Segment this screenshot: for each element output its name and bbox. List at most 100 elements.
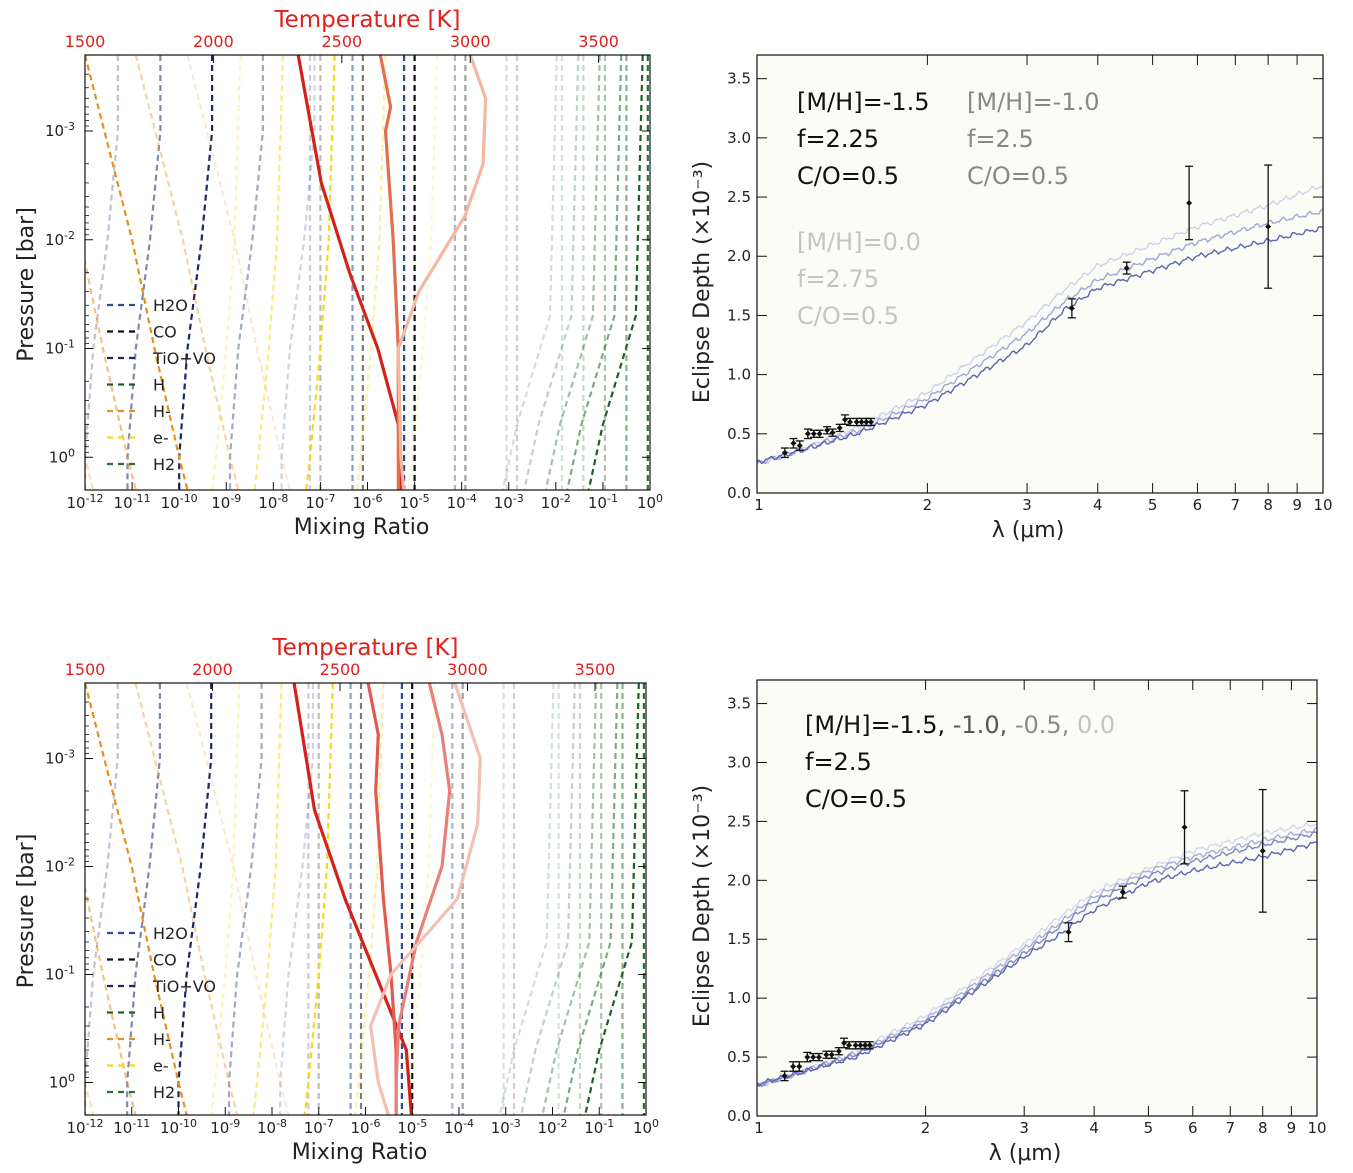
annotation-text: f=2.75: [797, 265, 879, 293]
tick-exponent: -5: [419, 492, 430, 505]
species-line-H: [585, 683, 639, 1115]
top-tick-label: 2500: [320, 660, 361, 679]
tick-base: 10: [113, 1119, 132, 1137]
x-tick-label: 10-7: [304, 1117, 334, 1137]
species-line-TiO+VO: [230, 55, 263, 490]
tick-base: 10: [114, 494, 133, 512]
species-line-H: [524, 55, 578, 490]
tick-exponent: -6: [370, 1117, 381, 1130]
tick-exponent: -8: [277, 492, 288, 505]
species-line-H: [521, 683, 575, 1115]
y-tick-label: 1.5: [727, 306, 751, 324]
y-axis-label: Pressure [bar]: [14, 207, 39, 362]
x-tick-label: 5: [1144, 1119, 1154, 1137]
species-line-TiO+VO: [128, 55, 161, 490]
tick-base: 10: [160, 1119, 179, 1137]
x-tick-label: 2: [921, 1119, 931, 1137]
legend-label: H: [153, 376, 165, 395]
y-tick-label: 2.0: [727, 871, 751, 889]
tick-exponent: -1: [64, 963, 75, 976]
x-tick-label: 3: [1022, 496, 1032, 514]
y-tick-label: 10-3: [45, 747, 75, 767]
tick-base: 10: [161, 494, 180, 512]
tick-exponent: 0: [652, 1117, 659, 1130]
top-tick-label: 3500: [575, 660, 616, 679]
x-tick-label: 1: [754, 496, 764, 514]
y-tick-label: 3.5: [727, 70, 751, 88]
tick-exponent: -7: [323, 1117, 334, 1130]
x-tick-label: 10: [1307, 1119, 1326, 1137]
species-line-H: [564, 683, 618, 1115]
legend-label: CO: [153, 951, 177, 970]
tick-base: 10: [45, 965, 64, 983]
tick-exponent: -10: [180, 492, 198, 505]
y-tick-label: 1.0: [727, 366, 751, 384]
x-tick-label: 10-8: [257, 1117, 287, 1137]
y-tick-label: 10-2: [45, 229, 75, 249]
x-tick-label: 10-11: [113, 1117, 150, 1137]
tick-exponent: -2: [64, 229, 75, 242]
tick-base: 10: [45, 340, 64, 358]
tick-exponent: -1: [64, 338, 75, 351]
legend-label: H-: [153, 1030, 171, 1049]
species-line-TiO+VO: [179, 683, 212, 1115]
x-tick-label: 4: [1093, 496, 1103, 514]
top-tick-label: 3500: [578, 32, 619, 51]
tick-exponent: -12: [86, 492, 104, 505]
annotation-text: f=2.25: [797, 125, 879, 153]
x-tick-label: 10-4: [444, 1117, 474, 1137]
y-tick-label: 0.0: [727, 484, 751, 502]
tick-exponent: -3: [513, 492, 524, 505]
tick-exponent: -4: [466, 492, 477, 505]
tick-base: 10: [49, 1073, 68, 1091]
species-line-H: [589, 55, 643, 490]
y-tick-label: 2.0: [727, 247, 751, 265]
tick-base: 10: [397, 1119, 416, 1137]
tick-exponent: -2: [557, 1117, 568, 1130]
temperature-profile-0: [294, 683, 411, 1115]
y-tick-label: 0.5: [727, 1048, 751, 1066]
legend-label: TiO+VO: [152, 977, 216, 996]
x-tick-label: 10-12: [66, 492, 103, 512]
tick-base: 10: [584, 1119, 603, 1137]
tick-exponent: -10: [179, 1117, 197, 1130]
y-tick-label: 10-2: [45, 855, 75, 875]
species-line-H-: [85, 683, 187, 1115]
x-tick-label: 10-4: [447, 492, 477, 512]
plot-area: [0, 55, 648, 490]
tick-base: 10: [541, 494, 560, 512]
y-tick-label: 10-1: [45, 338, 75, 358]
x-tick-label: 2: [923, 496, 933, 514]
annotation-text: C/O=0.5: [967, 162, 1069, 190]
y-tick-label: 1.0: [727, 989, 751, 1007]
y-tick-label: 0.0: [727, 1107, 751, 1125]
species-line-H-: [85, 55, 188, 490]
annotation-text: C/O=0.5: [797, 162, 899, 190]
tick-base: 10: [537, 1119, 556, 1137]
top-axis-title: Temperature [K]: [273, 7, 460, 33]
species-line-TiO+VO: [229, 683, 262, 1115]
tick-base: 10: [45, 857, 64, 875]
spectrum-panel-bottom-right: 1 2 3 4 5 6 7 8 9 100.00.51.01.52.02.53.03.5λ (μm…: [690, 680, 1327, 1166]
x-axis-label: λ (μm): [992, 518, 1065, 543]
top-tick-label: 2000: [192, 660, 233, 679]
tick-exponent: -12: [86, 1117, 104, 1130]
temperature-profile-2: [398, 55, 485, 490]
legend-label: H2O: [153, 296, 188, 315]
x-tick-label: 5: [1148, 496, 1158, 514]
tick-exponent: -3: [510, 1117, 521, 1130]
annotation-part: -0.5,: [1015, 711, 1077, 739]
tick-exponent: -4: [463, 1117, 474, 1130]
annotation-text: [M/H]=0.0: [797, 228, 921, 256]
x-tick-label: 10-10: [161, 492, 198, 512]
x-tick-label: 10-6: [350, 1117, 380, 1137]
top-tick-label: 1500: [65, 660, 106, 679]
x-tick-label: 10-7: [305, 492, 335, 512]
tick-base: 10: [304, 1119, 323, 1137]
x-tick-label: 8: [1263, 496, 1273, 514]
x-tick-label: 10-11: [114, 492, 151, 512]
tick-exponent: -9: [230, 492, 241, 505]
x-tick-label: 6: [1193, 496, 1203, 514]
x-tick-label: 10: [1313, 496, 1332, 514]
x-tick-label: 9: [1287, 1119, 1297, 1137]
